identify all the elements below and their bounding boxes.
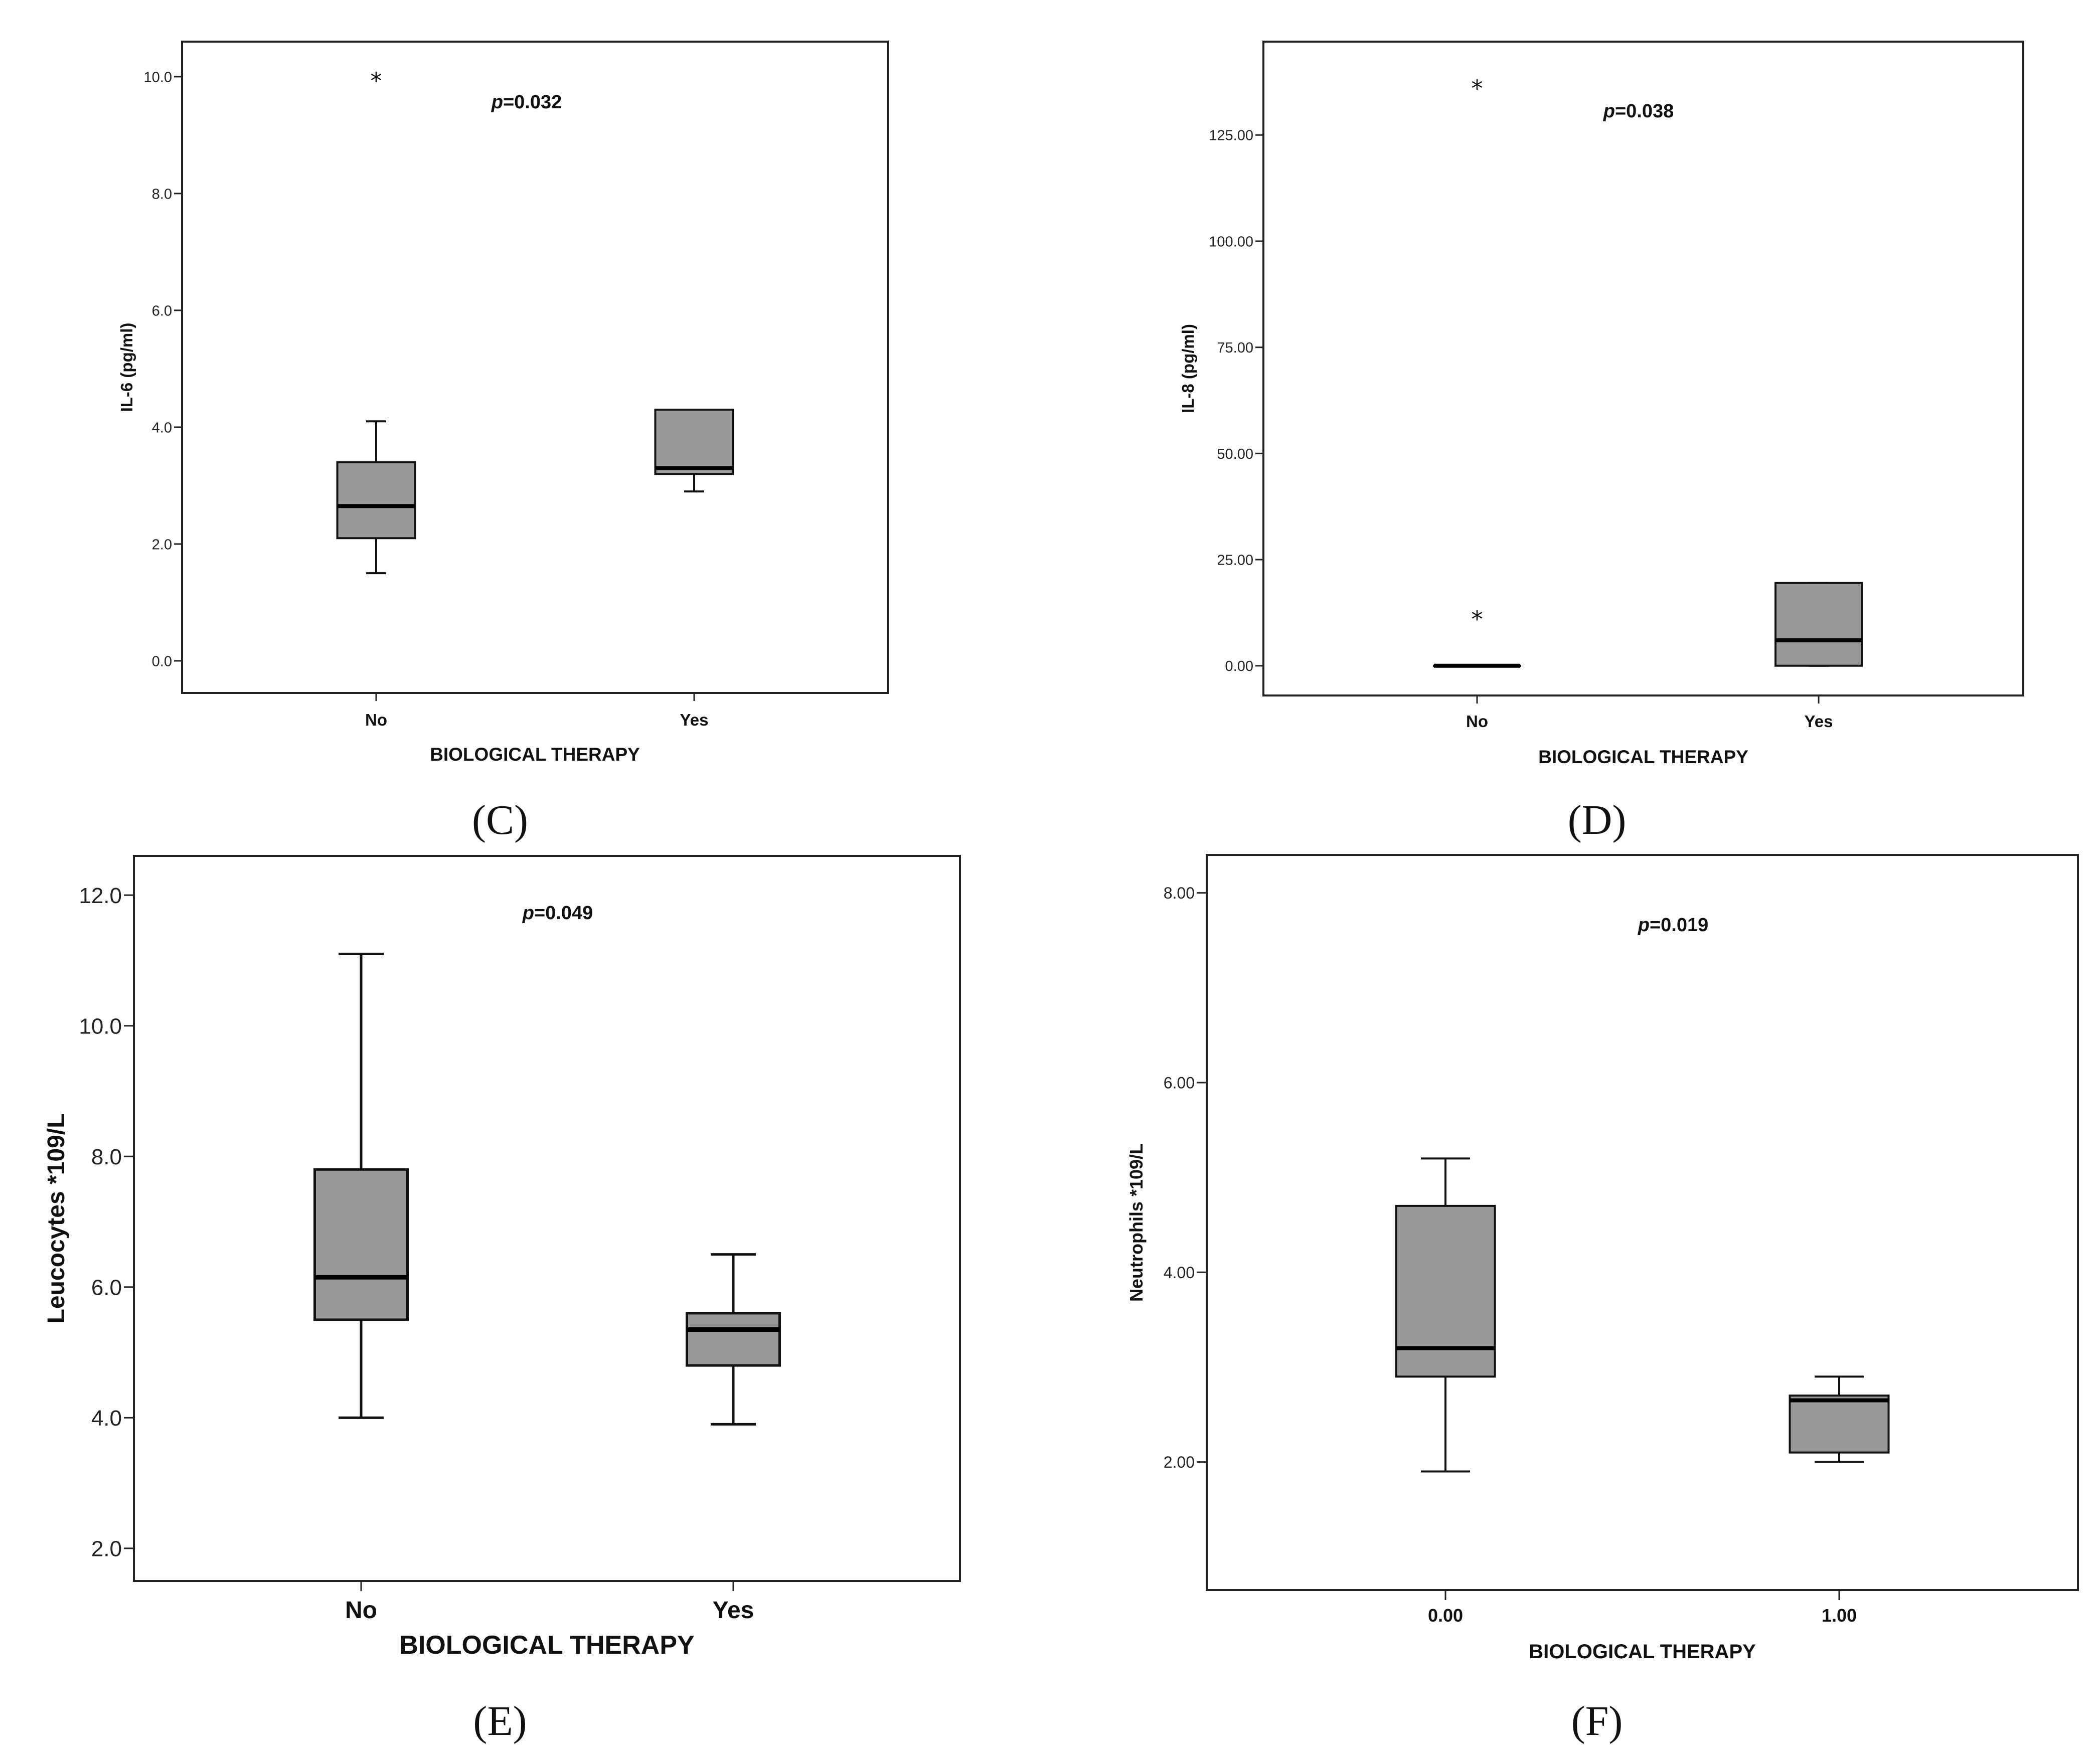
y-tick-label: 50.00 <box>1217 446 1253 462</box>
x-category-label: Yes <box>1805 712 1833 731</box>
outlier-marker: * <box>1471 75 1483 102</box>
y-tick-label: 2.00 <box>1164 1453 1195 1471</box>
y-tick-label: 125.00 <box>1209 128 1253 144</box>
p-value-annotation: p=0.049 <box>522 903 593 924</box>
x-axis-title: BIOLOGICAL THERAPY <box>399 1631 694 1660</box>
y-tick-label: 4.0 <box>91 1406 122 1431</box>
panel-label: (E) <box>473 1698 527 1744</box>
y-tick-label: 8.0 <box>91 1145 122 1169</box>
y-tick-label: 6.0 <box>152 303 172 319</box>
y-tick-label: 12.0 <box>79 884 122 908</box>
x-category-label: 1.00 <box>1822 1605 1857 1626</box>
p-value: =0.019 <box>1650 915 1708 936</box>
outlier-marker: * <box>1471 606 1483 633</box>
y-tick-label: 75.00 <box>1217 340 1253 356</box>
x-category-label: No <box>345 1597 377 1624</box>
x-axis-title: BIOLOGICAL THERAPY <box>430 744 640 765</box>
iqr-box <box>1774 582 1863 667</box>
x-axis-title: BIOLOGICAL THERAPY <box>1538 747 1748 767</box>
p-value: =0.038 <box>1615 101 1674 122</box>
iqr-box <box>1395 1204 1496 1378</box>
y-tick-label: 10.0 <box>79 1014 122 1039</box>
p-symbol: p <box>1603 101 1615 122</box>
x-category-label: 0.00 <box>1428 1605 1463 1626</box>
p-value-annotation: p=0.038 <box>1603 101 1674 122</box>
y-axis-title: IL-8 (pg/ml) <box>1179 324 1197 413</box>
plot-frame-1 <box>1262 41 2024 696</box>
iqr-box <box>313 1168 409 1321</box>
y-axis-title: Leucocytes *109/L <box>43 1114 70 1324</box>
panel-label: (F) <box>1571 1698 1623 1744</box>
p-value-annotation: p=0.032 <box>491 92 562 113</box>
plot-frame-2 <box>133 855 961 1582</box>
p-symbol: p <box>491 92 503 113</box>
x-category-label: No <box>1466 712 1488 731</box>
iqr-box <box>654 408 734 475</box>
y-tick-label: 0.0 <box>152 653 172 669</box>
panel-label: (C) <box>472 797 528 843</box>
y-tick-label: 0.00 <box>1225 658 1253 674</box>
x-category-label: No <box>365 711 387 729</box>
y-tick-label: 10.0 <box>144 69 172 85</box>
p-value: =0.049 <box>534 903 593 924</box>
y-tick-label: 8.00 <box>1164 884 1195 902</box>
p-value-annotation: p=0.019 <box>1638 915 1709 936</box>
p-symbol: p <box>522 903 534 924</box>
y-tick-label: 6.0 <box>91 1276 122 1300</box>
p-symbol: p <box>1638 915 1650 936</box>
iqr-box <box>336 461 416 540</box>
y-tick-label: 2.0 <box>152 537 172 553</box>
p-value: =0.032 <box>503 92 562 113</box>
y-tick-label: 4.00 <box>1164 1264 1195 1282</box>
iqr-box <box>1789 1394 1890 1454</box>
y-tick-label: 100.00 <box>1209 234 1253 250</box>
plot-frame-0 <box>181 41 889 694</box>
outlier-marker: * <box>370 68 382 95</box>
y-tick-label: 2.0 <box>91 1537 122 1561</box>
y-tick-label: 8.0 <box>152 186 172 202</box>
panel-label: (D) <box>1568 797 1627 843</box>
plot-frame-3 <box>1206 854 2079 1591</box>
iqr-box <box>686 1312 781 1367</box>
y-tick-label: 4.0 <box>152 420 172 436</box>
x-category-label: Yes <box>713 1597 754 1624</box>
y-tick-label: 6.00 <box>1164 1074 1195 1092</box>
y-axis-title: Neutrophils *109/L <box>1126 1143 1147 1302</box>
y-tick-label: 25.00 <box>1217 552 1253 568</box>
x-category-label: Yes <box>680 711 709 729</box>
x-axis-title: BIOLOGICAL THERAPY <box>1529 1641 1756 1663</box>
y-axis-title: IL-6 (pg/ml) <box>117 323 136 412</box>
